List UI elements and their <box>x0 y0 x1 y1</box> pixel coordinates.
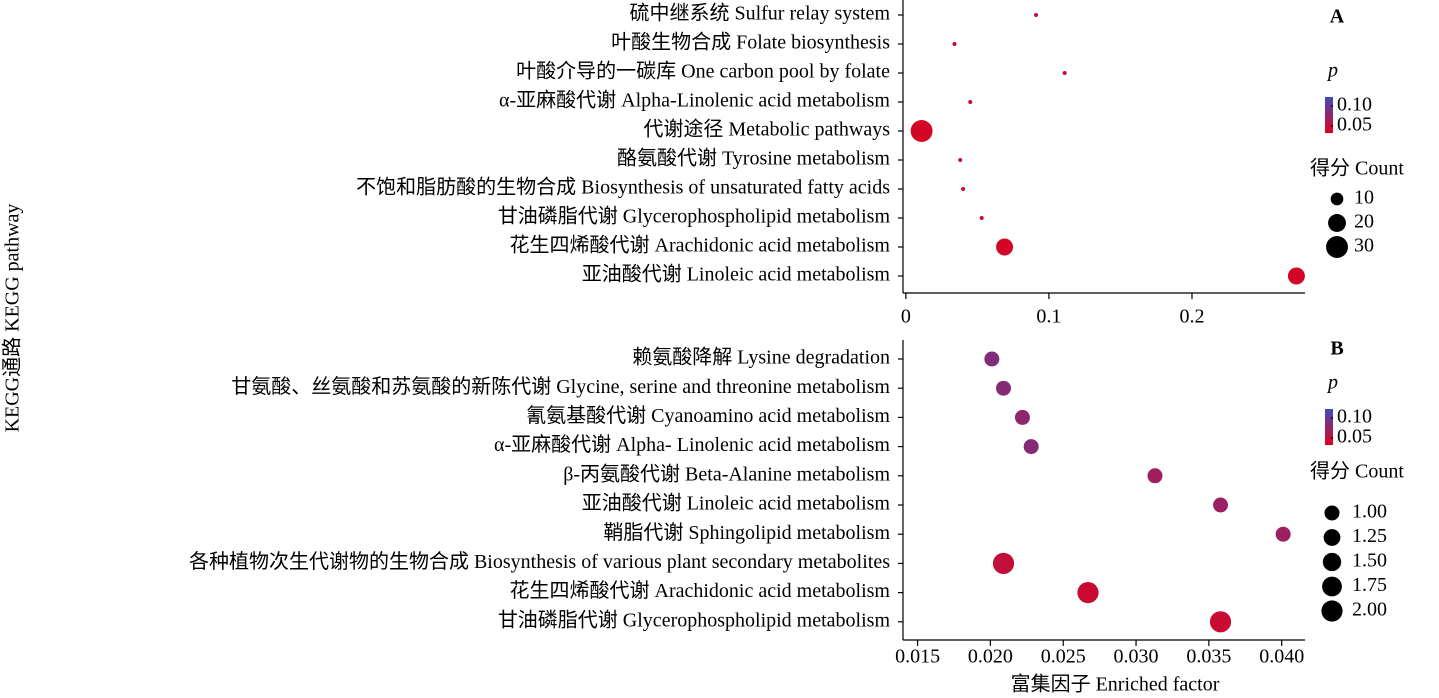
y-tick-label: 代谢途径 Metabolic pathways <box>643 118 890 141</box>
y-tick-label: 花生四烯酸代谢 Arachidonic acid metabolism <box>510 234 891 257</box>
y-tick-label: 甘油磷脂代谢 Glycerophospholipid metabolism <box>498 205 891 228</box>
x-tick-label: 0.020 <box>968 646 1013 668</box>
panel-label: B <box>1330 338 1343 360</box>
size-legend-label: 1.00 <box>1352 501 1387 523</box>
y-tick-label: 叶酸生物合成 Folate biosynthesis <box>611 31 890 54</box>
bubble <box>992 552 1015 575</box>
y-tick-label: 各种植物次生代谢物的生物合成 Biosynthesis of various p… <box>189 550 890 573</box>
size-legend-label: 1.75 <box>1352 574 1387 596</box>
y-tick-label: 氰氨基酸代谢 Cyanoamino acid metabolism <box>526 404 890 427</box>
size-legend-label: 20 <box>1354 211 1374 233</box>
size-legend-marker <box>1323 529 1341 546</box>
bubble <box>1077 581 1099 604</box>
colorbar-tick-label: 0.05 <box>1337 426 1372 448</box>
y-tick-label: 鞘脂代谢 Sphingolipid metabolism <box>603 521 890 544</box>
bubble <box>1275 526 1291 542</box>
size-legend-marker <box>1322 576 1342 597</box>
x-tick-label: 0.015 <box>895 646 940 668</box>
size-legend-title: 得分 Count <box>1310 157 1404 180</box>
x-tick-label: 0.030 <box>1114 646 1159 668</box>
y-tick-label: β-丙氨酸代谢 Beta-Alanine metabolism <box>563 462 890 485</box>
size-legend-label: 1.25 <box>1352 525 1387 547</box>
bubble <box>979 216 984 220</box>
y-tick-label: 硫中继系统 Sulfur relay system <box>629 2 890 25</box>
colorbar-tick-label: 0.05 <box>1337 114 1372 136</box>
size-legend-marker <box>1322 552 1342 572</box>
y-tick-label: 叶酸介导的一碳库 One carbon pool by folate <box>516 60 890 83</box>
size-legend-marker <box>1328 214 1346 232</box>
size-legend-label: 2.00 <box>1352 599 1387 621</box>
x-tick-label: 0.025 <box>1041 646 1086 668</box>
bubble <box>996 380 1011 396</box>
bubble <box>1147 468 1163 484</box>
bubble <box>1287 267 1305 285</box>
bubble <box>1023 439 1039 455</box>
colorbar-title: p <box>1326 372 1338 394</box>
y-tick-label: α-亚麻酸代谢 Alpha-Linolenic acid metabolism <box>499 89 890 112</box>
bubble <box>1014 409 1030 425</box>
bubble <box>958 158 963 162</box>
bubble <box>968 100 973 104</box>
colorbar <box>1325 409 1333 445</box>
y-tick-label: α-亚麻酸代谢 Alpha- Linolenic acid metabolism <box>494 433 890 456</box>
x-axis-label: 富集因子 Enriched factor <box>1011 673 1220 696</box>
size-legend-label: 1.50 <box>1352 550 1387 572</box>
panel-label: A <box>1330 6 1345 28</box>
size-legend-label: 10 <box>1354 187 1374 209</box>
colorbar-title: p <box>1326 60 1338 82</box>
x-tick-label: 0 <box>901 306 911 328</box>
size-legend-marker <box>1326 236 1348 258</box>
y-tick-label: 甘油磷脂代谢 Glycerophospholipid metabolism <box>498 608 891 631</box>
y-tick-label: 赖氨酸降解 Lysine degradation <box>632 346 890 369</box>
y-tick-label: 亚油酸代谢 Linoleic acid metabolism <box>582 492 891 515</box>
colorbar-tick-label: 0.10 <box>1337 94 1372 116</box>
bubble <box>952 42 957 46</box>
y-tick-label: 甘氨酸、丝氨酸和苏氨酸的新陈代谢 Glycine, serine and thr… <box>231 375 890 398</box>
bubble <box>1213 497 1229 513</box>
x-tick-label: 0.2 <box>1179 306 1204 328</box>
x-tick-label: 0.1 <box>1036 306 1061 328</box>
colorbar-tick-label: 0.10 <box>1337 406 1372 428</box>
colorbar <box>1325 97 1333 133</box>
size-legend-marker <box>1324 505 1340 521</box>
bubble <box>961 187 966 191</box>
x-tick-label: 0.035 <box>1186 646 1231 668</box>
y-axis-label: KEGG通路 KEGG pathway <box>1 204 24 433</box>
bubble <box>1034 13 1039 17</box>
x-tick-label: 0.040 <box>1259 646 1304 668</box>
bubble <box>984 351 1000 367</box>
bubble <box>996 238 1014 256</box>
bubble <box>910 120 933 142</box>
size-legend-title: 得分 Count <box>1310 460 1404 483</box>
size-legend-marker <box>1321 600 1343 622</box>
bubble <box>1209 611 1232 633</box>
y-tick-label: 花生四烯酸代谢 Arachidonic acid metabolism <box>510 579 891 602</box>
size-legend-label: 30 <box>1354 235 1374 257</box>
y-tick-label: 亚油酸代谢 Linoleic acid metabolism <box>582 263 891 286</box>
bubble <box>1062 71 1067 75</box>
y-tick-label: 不饱和脂肪酸的生物合成 Biosynthesis of unsaturated … <box>356 176 890 199</box>
size-legend-marker <box>1330 192 1344 206</box>
y-tick-label: 酪氨酸代谢 Tyrosine metabolism <box>617 147 890 170</box>
